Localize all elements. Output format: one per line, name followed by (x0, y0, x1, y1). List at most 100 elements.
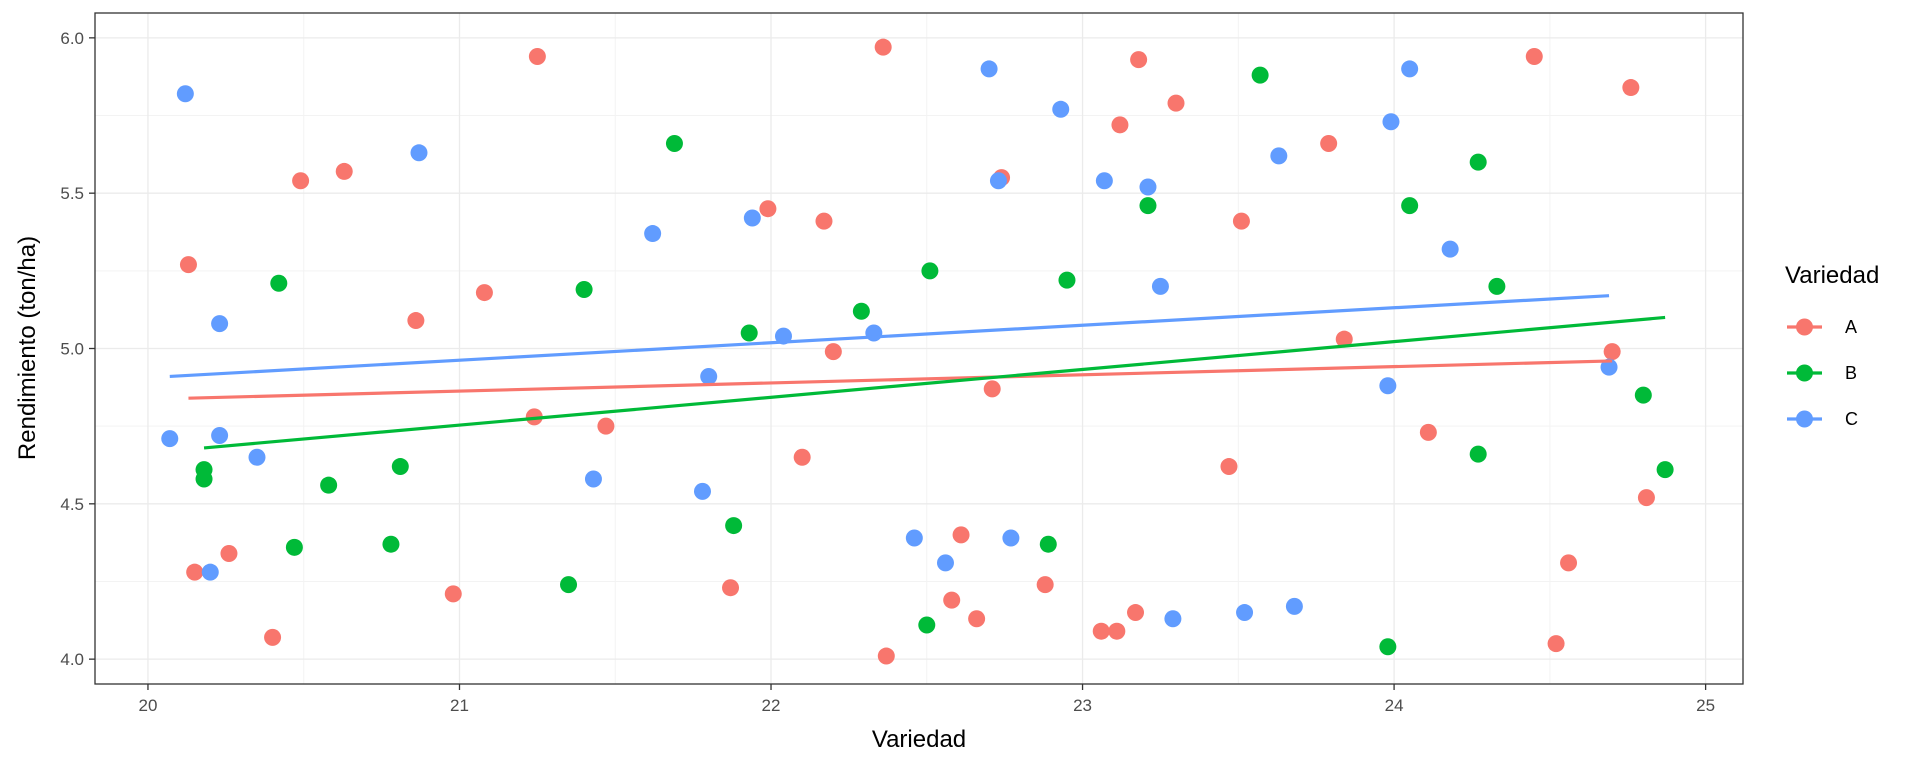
legend-key-point-b (1796, 364, 1813, 382)
data-point-a (1232, 212, 1250, 230)
data-point-a (824, 343, 842, 361)
data-point-b (575, 280, 593, 298)
legend-key-point-c (1796, 410, 1813, 428)
data-point-a (179, 256, 197, 274)
data-point-a (1547, 635, 1565, 653)
legend-label-a: A (1845, 317, 1857, 337)
legend: Variedad A B C (1785, 262, 1879, 429)
data-point-b (852, 302, 870, 320)
data-point-b (1379, 638, 1397, 656)
data-point-a (874, 38, 892, 56)
data-point-a (407, 312, 425, 330)
trend-lines (169, 294, 1666, 450)
data-point-c (410, 144, 428, 162)
legend-label-c: C (1845, 409, 1858, 429)
data-point-c (980, 60, 998, 78)
y-tick-label: 5.5 (60, 184, 84, 203)
data-point-c (1052, 100, 1070, 118)
data-point-c (1002, 529, 1020, 547)
data-point-a (1167, 94, 1185, 112)
y-axis-title: Rendimiento (ton/ha) (14, 236, 41, 460)
data-point-b (1251, 66, 1269, 84)
data-point-a (186, 563, 204, 581)
data-point-c (211, 315, 229, 333)
data-point-c (1095, 172, 1113, 190)
data-point-b (1058, 271, 1076, 289)
data-point-b (1469, 445, 1487, 463)
data-point-a (1335, 330, 1353, 348)
data-point-c (693, 482, 711, 500)
data-point-a (264, 628, 282, 646)
data-point-c (989, 172, 1007, 190)
x-axis-title: Variedad (872, 726, 966, 753)
data-point-b (740, 324, 758, 342)
data-point-c (1270, 147, 1288, 165)
data-point-b (1656, 461, 1674, 479)
data-point-b (725, 517, 743, 535)
data-point-b (195, 470, 213, 488)
data-point-b (921, 262, 939, 280)
x-tick-label: 21 (450, 696, 469, 715)
data-point-c (1401, 60, 1419, 78)
data-point-c (1379, 377, 1397, 395)
legend-label-b: B (1845, 363, 1857, 383)
data-point-a (983, 380, 1001, 398)
data-point-a (759, 200, 777, 218)
data-point-c (176, 85, 194, 103)
data-point-c (584, 470, 602, 488)
y-tick-label: 6.0 (60, 29, 84, 48)
data-point-b (1401, 197, 1419, 215)
data-point-a (1525, 47, 1543, 65)
data-point-a (1220, 458, 1238, 476)
data-point-a (292, 172, 310, 190)
data-point-a (1111, 116, 1129, 134)
data-point-b (270, 274, 288, 292)
data-point-c (1441, 240, 1459, 258)
data-point-b (1488, 277, 1506, 295)
data-point-c (161, 430, 179, 448)
data-point-a (1130, 51, 1148, 69)
data-point-a (877, 647, 895, 665)
data-point-a (1560, 554, 1578, 572)
data-point-b (918, 616, 936, 634)
data-point-a (793, 448, 811, 466)
data-point-a (722, 579, 740, 597)
data-point-c (743, 209, 761, 227)
axes: 20 21 22 23 24 25 4.0 4.5 5.0 5.5 6.0 (60, 29, 1715, 715)
grid (95, 13, 1743, 684)
data-point-a (597, 417, 615, 435)
data-point-b (1634, 386, 1652, 404)
data-point-c (1236, 604, 1254, 622)
data-point-c (936, 554, 954, 572)
data-point-c (211, 426, 229, 444)
data-point-a (968, 610, 986, 628)
data-point-a (220, 545, 238, 563)
y-tick-label: 4.5 (60, 495, 84, 514)
data-point-b (560, 576, 578, 594)
data-point-c (1139, 178, 1157, 196)
data-point-c (1382, 113, 1400, 131)
data-point-a (475, 284, 493, 302)
data-point-a (1622, 79, 1640, 97)
data-point-b (1469, 153, 1487, 171)
legend-items: A B C (1787, 317, 1858, 429)
data-point-a (1419, 423, 1437, 441)
data-point-a (1603, 343, 1621, 361)
x-tick-label: 25 (1696, 696, 1715, 715)
trend-line-c (169, 294, 1610, 379)
x-tick-label: 23 (1073, 696, 1092, 715)
y-tick-label: 5.0 (60, 340, 84, 359)
x-tick-label: 24 (1385, 696, 1404, 715)
data-point-b (382, 535, 400, 553)
data-point-a (1092, 622, 1110, 640)
data-point-c (201, 563, 219, 581)
data-point-c (1285, 597, 1303, 615)
data-point-b (1039, 535, 1057, 553)
data-point-c (905, 529, 923, 547)
x-tick-label: 22 (762, 696, 781, 715)
data-point-a (943, 591, 961, 609)
data-point-a (1320, 134, 1338, 152)
data-point-a (1127, 604, 1145, 622)
data-point-c (1151, 277, 1169, 295)
